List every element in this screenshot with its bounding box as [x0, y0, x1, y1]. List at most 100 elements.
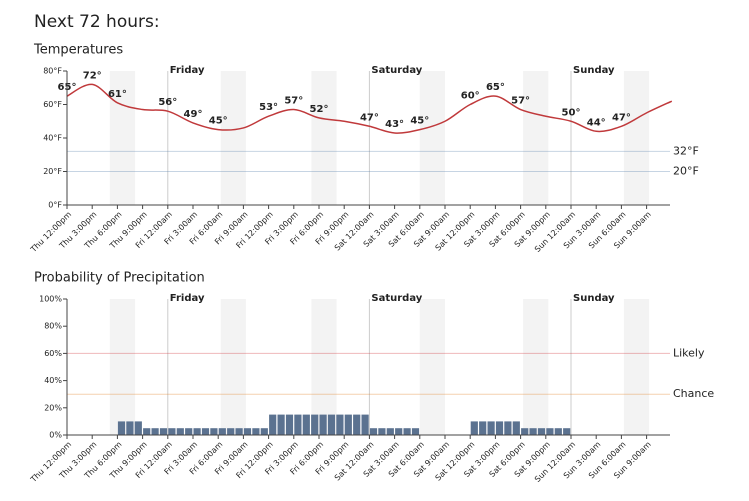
day-label: Saturday — [371, 65, 422, 76]
threshold-label: 20°F — [673, 165, 699, 178]
bar — [151, 428, 159, 435]
chart-title: Temperatures — [33, 43, 123, 58]
day-label: Sunday — [573, 293, 615, 304]
data-label: 60° — [461, 91, 480, 102]
night-band — [419, 299, 445, 435]
y-tick-label: 60% — [44, 349, 62, 358]
bar — [319, 414, 327, 435]
threshold-label: Chance — [673, 387, 714, 400]
bar — [285, 414, 294, 435]
bar — [563, 428, 571, 435]
bar — [411, 428, 420, 435]
bar — [311, 414, 319, 435]
bar — [176, 428, 184, 435]
bar — [479, 421, 487, 435]
chart-title: Probability of Precipitation — [34, 271, 205, 286]
day-label: Friday — [170, 65, 205, 76]
data-label: 44° — [587, 117, 606, 128]
bar — [126, 421, 134, 435]
data-label: 53° — [259, 102, 278, 113]
data-label: 50° — [562, 107, 581, 118]
data-label: 45° — [410, 116, 429, 127]
y-tick-label: 60°F — [43, 100, 62, 109]
bar — [470, 421, 478, 435]
night-band — [311, 299, 337, 435]
bar — [512, 421, 520, 435]
night-band — [220, 71, 246, 205]
bar — [277, 414, 285, 435]
temperature-line — [66, 83, 673, 134]
bar — [403, 428, 411, 435]
night-band — [623, 299, 650, 435]
y-tick-label: 0% — [49, 431, 62, 440]
bar — [243, 428, 252, 435]
day-label: Sunday — [573, 65, 615, 76]
data-label: 43° — [385, 119, 404, 130]
bar — [327, 414, 336, 435]
bar — [117, 421, 126, 435]
bar — [353, 414, 361, 435]
bar — [193, 428, 201, 435]
bar — [336, 414, 344, 435]
bar — [504, 421, 512, 435]
day-label: Saturday — [371, 293, 422, 304]
night-band — [109, 299, 136, 435]
night-band — [311, 71, 337, 205]
bar — [369, 428, 378, 435]
bar — [487, 421, 495, 435]
bar — [529, 428, 537, 435]
data-label: 61° — [108, 89, 127, 100]
bar — [210, 428, 218, 435]
bar — [344, 414, 352, 435]
bar — [201, 428, 210, 435]
y-tick-label: 80°F — [43, 67, 62, 76]
threshold-label: 32°F — [673, 144, 699, 157]
bar — [378, 428, 386, 435]
y-tick-label: 0°F — [48, 201, 62, 210]
page-title: Next 72 hours: — [34, 12, 160, 32]
bar — [218, 428, 226, 435]
y-tick-label: 40°F — [43, 134, 62, 143]
bar — [235, 428, 243, 435]
data-label: 56° — [158, 97, 177, 108]
data-label: 45° — [209, 116, 228, 127]
night-band — [523, 71, 549, 205]
data-label: 49° — [184, 109, 203, 120]
y-tick-label: 40% — [44, 376, 62, 385]
bar — [386, 428, 394, 435]
data-label: 72° — [83, 70, 102, 81]
bar — [168, 428, 176, 435]
bar — [554, 428, 562, 435]
bar — [521, 428, 529, 435]
bar — [159, 428, 168, 435]
y-tick-label: 20% — [44, 403, 62, 412]
y-tick-label: 20°F — [43, 167, 62, 176]
bar — [495, 421, 504, 435]
data-label: 65° — [486, 82, 505, 93]
bar — [537, 428, 546, 435]
bar — [260, 428, 268, 435]
night-band — [419, 71, 445, 205]
night-band — [220, 299, 246, 435]
data-label: 57° — [511, 96, 530, 107]
night-band — [523, 299, 549, 435]
night-band — [109, 71, 136, 205]
bar — [395, 428, 403, 435]
data-label: 52° — [310, 104, 329, 115]
bar — [546, 428, 554, 435]
bar — [269, 414, 277, 435]
bar — [361, 414, 369, 435]
data-label: 57° — [284, 96, 303, 107]
day-label: Friday — [170, 293, 205, 304]
data-label: 47° — [360, 112, 379, 123]
bar — [252, 428, 260, 435]
bar — [302, 414, 310, 435]
night-band — [623, 71, 650, 205]
y-tick-label: 100% — [39, 295, 62, 304]
bar — [143, 428, 151, 435]
y-tick-label: 80% — [44, 322, 62, 331]
bar — [227, 428, 235, 435]
bar — [294, 414, 302, 435]
bar — [134, 421, 142, 435]
